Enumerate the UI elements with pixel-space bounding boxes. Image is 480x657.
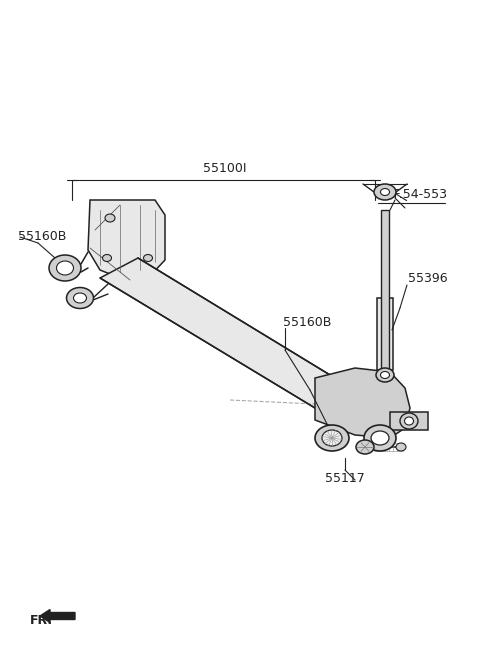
Polygon shape [315,368,410,438]
Ellipse shape [57,261,73,275]
Bar [377,298,393,370]
Text: FR.: FR. [30,614,53,627]
Ellipse shape [67,288,94,309]
Ellipse shape [105,214,115,222]
Bar [381,210,389,370]
Text: 55160B: 55160B [18,231,66,244]
Ellipse shape [356,440,374,454]
Text: 55396: 55396 [408,271,448,284]
Text: 55160B: 55160B [283,315,331,328]
FancyArrow shape [40,610,75,622]
Ellipse shape [381,189,389,196]
Bar [390,412,428,430]
Ellipse shape [381,371,389,378]
Ellipse shape [371,431,389,445]
Ellipse shape [315,425,349,451]
Ellipse shape [396,443,406,451]
Ellipse shape [364,425,396,451]
Ellipse shape [49,255,81,281]
Polygon shape [100,258,335,408]
Text: 55100I: 55100I [203,162,247,175]
Ellipse shape [376,368,394,382]
Ellipse shape [374,184,396,200]
Ellipse shape [73,293,86,303]
Ellipse shape [322,430,342,446]
Text: REF.54-553: REF.54-553 [378,189,448,202]
Ellipse shape [103,254,111,261]
Text: 55117: 55117 [325,472,365,484]
Ellipse shape [405,417,413,425]
Polygon shape [88,200,165,282]
Ellipse shape [144,254,153,261]
Ellipse shape [400,413,418,429]
